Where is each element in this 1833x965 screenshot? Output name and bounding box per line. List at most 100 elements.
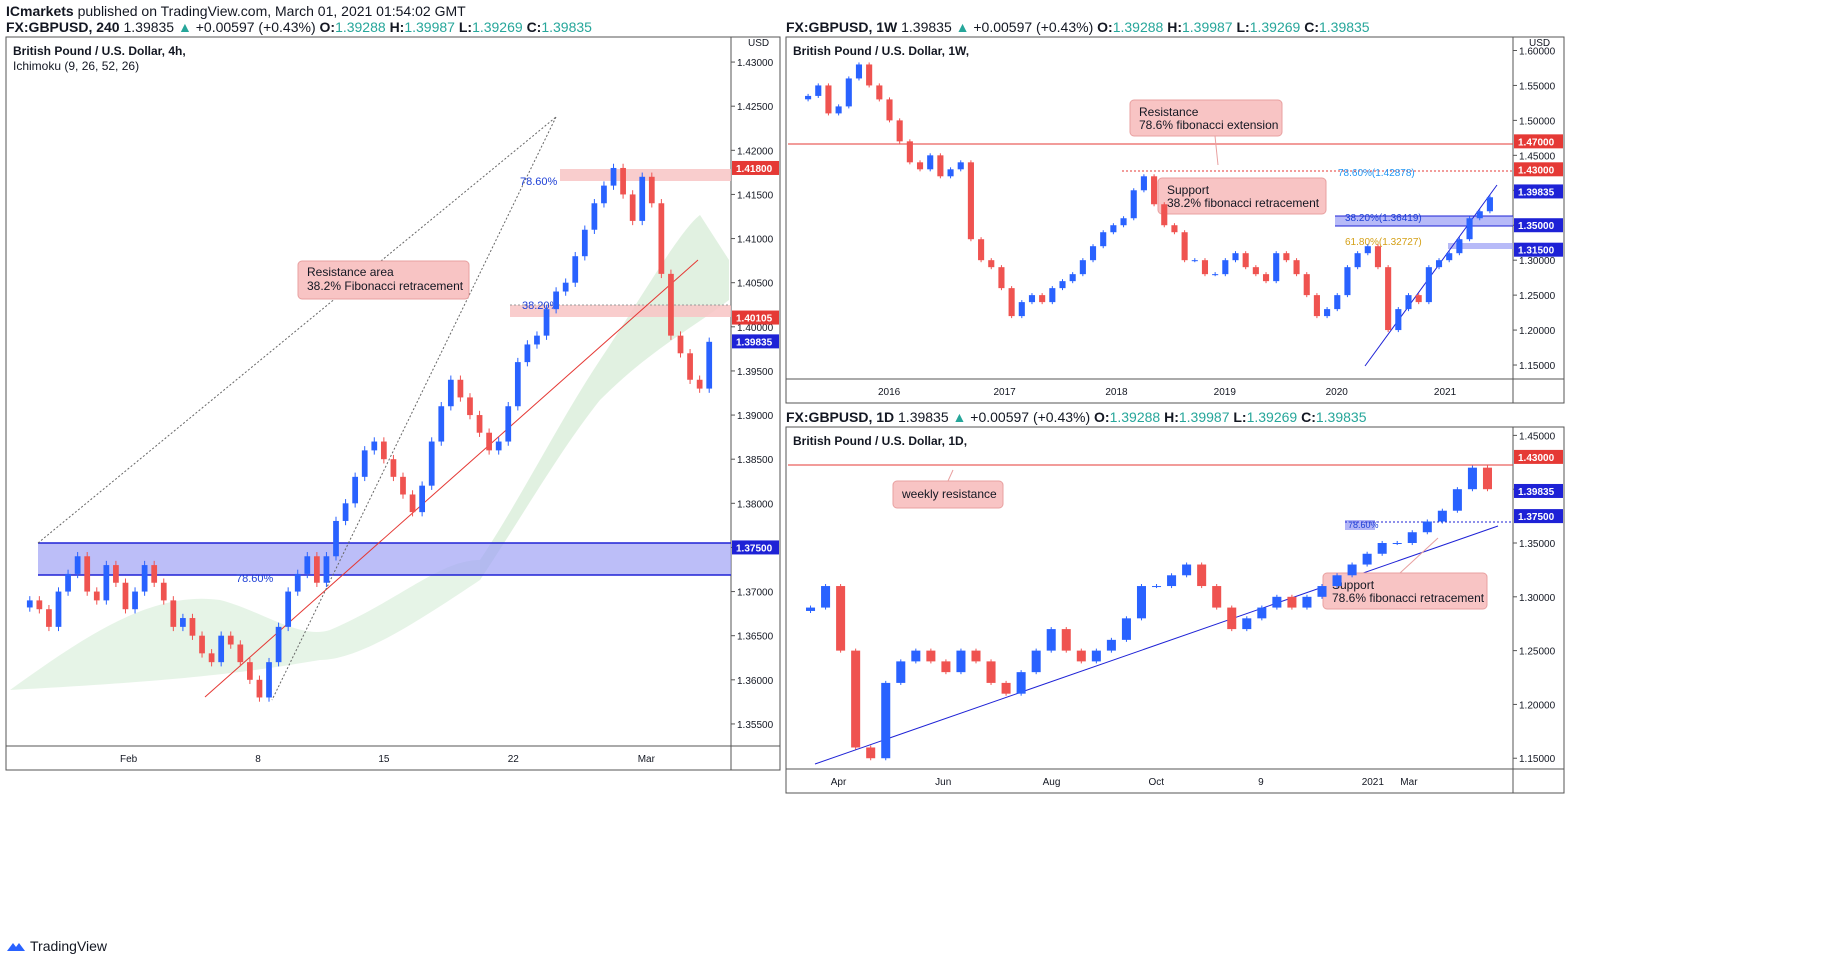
open-1w: 1.39288: [1112, 19, 1164, 35]
candle-body: [285, 591, 292, 627]
candle-body: [1422, 521, 1432, 533]
panel-1d-frame: [785, 426, 1565, 794]
annotation-4h-line2: 38.2% Fibonacci retracement: [307, 279, 464, 293]
candle-body: [371, 441, 378, 451]
price-label-box: [1514, 449, 1563, 464]
candle-body: [1273, 253, 1280, 282]
annotation-weekly-resistance: [1129, 99, 1283, 137]
candle-body: [926, 650, 936, 662]
candle-body: [400, 476, 406, 495]
legend-1d: FX:GBPUSD, 1D 1.39835 ▲ +0.00597 (+0.43%…: [786, 409, 1367, 425]
candle-body: [916, 162, 924, 170]
candle-body: [1242, 253, 1249, 268]
price-4h: 1.39835: [123, 19, 175, 35]
candle-body: [1317, 586, 1327, 597]
candle-body: [1089, 246, 1097, 261]
candle-body: [84, 556, 91, 592]
candle-body: [380, 441, 387, 460]
annotation-1w-a-line1: Resistance: [1139, 105, 1199, 119]
chart-title-1d: British Pound / U.S. Dollar, 1D,: [793, 434, 967, 448]
candle-body: [1076, 650, 1086, 662]
xtick-label: 2017: [993, 387, 1016, 398]
price-label-text: 1.47000: [1518, 137, 1555, 148]
candle-body: [1344, 267, 1351, 296]
candle-body: [855, 64, 863, 79]
candle-body: [668, 273, 674, 336]
candle-body: [467, 397, 473, 416]
panel-1d-static: weekly resistance Support 78.6% fibonacc…: [788, 434, 1513, 765]
candle-body: [851, 650, 861, 748]
candle-body: [1362, 553, 1372, 565]
candle-body: [1374, 246, 1382, 268]
candle-body: [180, 618, 186, 627]
candle-body: [978, 239, 985, 261]
annotation-1d-pointer-2: [1399, 537, 1439, 574]
candle-body: [419, 485, 426, 513]
currency-label-1w: USD: [1529, 38, 1550, 49]
candle-body: [447, 379, 454, 407]
candle-body: [1395, 309, 1402, 331]
open-1d: 1.39288: [1109, 409, 1161, 425]
change-4h: +0.00597 (+0.43%): [195, 19, 316, 35]
candle-body: [266, 662, 272, 698]
publish-info: published on TradingView.com, March 01, …: [73, 3, 466, 19]
candle-body: [46, 609, 52, 627]
candle-body: [1486, 197, 1493, 212]
candle-body: [113, 565, 119, 583]
xtick-label: Mar: [638, 754, 656, 765]
candle-body: [1212, 586, 1222, 608]
price-label-box: [732, 160, 779, 175]
price-label-box: [1514, 242, 1563, 257]
ytick-label: 1.20000: [1519, 326, 1556, 337]
candle-body: [1046, 629, 1056, 651]
candle-body: [1130, 190, 1137, 219]
fib-label-1d: 78.60%: [1348, 520, 1379, 530]
high-4h: 1.39987: [404, 19, 455, 35]
author-name[interactable]: ICmarkets: [6, 3, 74, 19]
legend-1w: FX:GBPUSD, 1W 1.39835 ▲ +0.00597 (+0.43%…: [786, 19, 1370, 35]
candle-body: [1201, 260, 1209, 275]
candle-body: [1181, 232, 1188, 261]
candle-body: [524, 344, 531, 363]
candle-body: [601, 185, 607, 204]
candle-body: [1182, 564, 1192, 576]
ytick-label: 1.41000: [737, 235, 774, 246]
ytick-label: 1.30000: [1519, 256, 1556, 267]
candle-body: [815, 85, 822, 96]
candle-body: [1303, 274, 1310, 296]
resistance-zone-top: [560, 169, 731, 181]
ytick-label: 1.15000: [1519, 361, 1556, 372]
price-label-box: [1514, 509, 1563, 524]
ytick-label: 1.43000: [737, 58, 774, 69]
candle-body: [122, 582, 129, 610]
candle-body: [886, 99, 893, 121]
ytick-label: 1.60000: [1519, 46, 1556, 57]
candle-body: [896, 661, 906, 683]
candle-body: [1016, 672, 1026, 694]
xtick-label: Aug: [1043, 777, 1061, 788]
change-1d: +0.00597 (+0.43%): [970, 409, 1091, 425]
candle-body: [572, 256, 579, 283]
price-label-text: 1.40105: [736, 314, 773, 325]
up-arrow-icon: ▲: [952, 409, 967, 425]
fib-label-1w-b: 38.20%(1.36419): [1345, 213, 1422, 224]
candle-body: [1324, 309, 1331, 317]
ytick-label: 1.39500: [737, 367, 774, 378]
up-arrow-icon: ▲: [955, 19, 970, 35]
candle-body: [866, 747, 876, 759]
price-label-box: [1514, 184, 1563, 199]
fib-label-mid: 38.20%: [522, 300, 560, 312]
footer-brand: TradingView: [30, 938, 108, 954]
candle-body: [1435, 260, 1443, 268]
candle-body: [199, 635, 205, 654]
candle-body: [275, 626, 282, 663]
ytick-label: 1.42000: [737, 146, 774, 157]
candle-body: [1061, 629, 1071, 651]
candle-body: [620, 167, 626, 195]
tradingview-footer[interactable]: TradingView: [6, 938, 107, 954]
xtick-label: 2018: [1105, 387, 1128, 398]
candle-body: [1334, 295, 1341, 310]
candle-body: [514, 362, 521, 407]
candle-body: [986, 661, 996, 683]
candle-body: [1482, 467, 1492, 490]
